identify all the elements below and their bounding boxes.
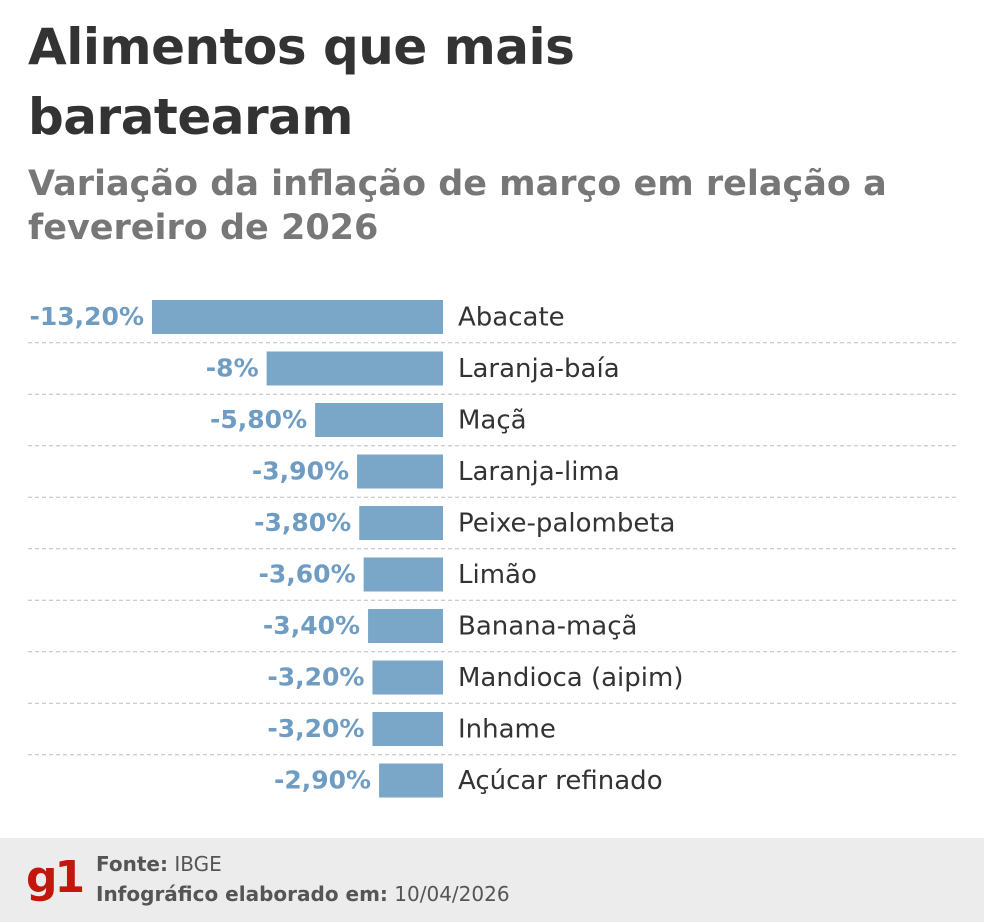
value-label: -3,20% [267,714,364,743]
value-label: -3,80% [254,508,351,537]
value-label: -8% [206,354,259,383]
bar [372,712,443,746]
category-label: Abacate [458,303,565,333]
bar [266,351,443,386]
chart-title: Alimentos que mais baratearam [28,18,575,146]
value-label: -5,80% [210,405,307,434]
source: IBGE [174,852,222,876]
category-label: Maçã [458,406,527,436]
bar [368,609,443,643]
value-label: -3,40% [263,611,360,640]
logo: g1 [26,852,85,903]
bar [363,557,443,592]
date: 10/04/2026 [394,882,510,906]
category-label: Inhame [458,715,556,745]
value-label: -3,90% [252,457,349,486]
date-line: Infográfico elaborado em: 10/04/2026 [96,882,510,906]
bar [359,506,443,540]
source-line: Fonte: IBGE [96,852,222,876]
value-label: -3,20% [267,663,364,692]
category-label: Laranja-lima [458,457,620,487]
value-label: -2,90% [274,766,371,795]
bar [315,403,443,437]
category-label: Limão [458,560,537,590]
category-label: Peixe-palombeta [458,509,675,539]
category-label: Laranja-baía [458,354,620,384]
value-label: -3,60% [259,560,356,589]
chart: -13,20% Abacate -8% Laranja-baía -5,80% Maçã -… [28,300,958,798]
chart-subtitle: Variação da inflação de março em relação… [28,164,887,248]
category-label: Mandioca (aipim) [458,663,683,693]
value-label: -13,20% [29,302,144,331]
bar [379,763,443,798]
bar [152,300,443,334]
source-label: Fonte: [96,852,168,876]
date-label: Infográfico elaborado em: [96,882,388,906]
category-label: Banana-maçã [458,612,637,642]
footer: g1 Fonte: IBGE Infográfico elaborado em:… [0,838,984,922]
bar [357,454,443,489]
bar [372,660,443,695]
category-label: Açúcar refinado [458,766,663,796]
